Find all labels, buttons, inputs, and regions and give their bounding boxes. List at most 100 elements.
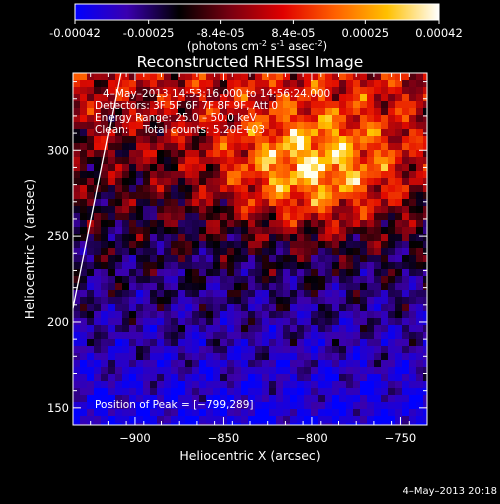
heatmap-cell bbox=[164, 164, 172, 172]
heatmap-cell bbox=[192, 255, 200, 263]
heatmap-cell bbox=[297, 143, 305, 151]
heatmap-cell bbox=[276, 178, 284, 186]
heatmap-cell bbox=[360, 108, 368, 116]
heatmap-cell bbox=[311, 234, 319, 242]
heatmap-cell bbox=[150, 388, 158, 396]
heatmap-cell bbox=[164, 185, 172, 193]
heatmap-cell bbox=[276, 367, 284, 375]
heatmap-cell bbox=[87, 94, 95, 102]
heatmap-cell bbox=[199, 94, 207, 102]
heatmap-cell bbox=[381, 234, 389, 242]
heatmap-cell bbox=[283, 73, 291, 81]
heatmap-cell bbox=[206, 206, 214, 214]
heatmap-cell bbox=[206, 332, 214, 340]
heatmap-cell bbox=[353, 318, 361, 326]
heatmap-cell bbox=[108, 206, 116, 214]
heatmap-cell bbox=[101, 115, 109, 123]
heatmap-cell bbox=[409, 80, 417, 88]
heatmap-cell bbox=[143, 178, 151, 186]
heatmap-cell bbox=[206, 269, 214, 277]
heatmap-cell bbox=[199, 255, 207, 263]
heatmap-cell bbox=[381, 423, 389, 425]
heatmap-cell bbox=[220, 262, 228, 270]
heatmap-cell bbox=[360, 150, 368, 158]
heatmap-cell bbox=[227, 402, 235, 410]
heatmap-cell bbox=[157, 353, 165, 361]
heatmap-cell bbox=[129, 241, 137, 249]
heatmap-cell bbox=[325, 213, 333, 221]
heatmap-cell bbox=[409, 325, 417, 333]
heatmap-cell bbox=[367, 318, 375, 326]
heatmap-cell bbox=[115, 318, 123, 326]
heatmap-cell bbox=[94, 409, 102, 417]
heatmap-cell bbox=[206, 416, 214, 424]
heatmap-cell bbox=[388, 304, 396, 312]
heatmap-cell bbox=[129, 87, 137, 95]
heatmap-cell bbox=[248, 262, 256, 270]
heatmap-cell bbox=[374, 227, 382, 235]
heatmap-cell bbox=[283, 87, 291, 95]
heatmap-cell bbox=[234, 115, 242, 123]
heatmap-cell bbox=[185, 150, 193, 158]
heatmap-cell bbox=[136, 122, 144, 130]
heatmap-cell bbox=[101, 73, 109, 81]
heatmap-cell bbox=[311, 101, 319, 109]
heatmap-cell bbox=[374, 367, 382, 375]
heatmap-cell bbox=[192, 395, 200, 403]
heatmap-cell bbox=[381, 360, 389, 368]
heatmap-cell bbox=[185, 297, 193, 305]
heatmap-cell bbox=[122, 353, 130, 361]
heatmap-cell bbox=[178, 164, 186, 172]
heatmap-cell bbox=[178, 311, 186, 319]
heatmap-cell bbox=[409, 339, 417, 347]
heatmap-cell bbox=[304, 101, 312, 109]
heatmap-cell bbox=[234, 353, 242, 361]
heatmap-cell bbox=[339, 178, 347, 186]
heatmap-cell bbox=[150, 255, 158, 263]
heatmap-cell bbox=[325, 178, 333, 186]
heatmap-cell bbox=[297, 262, 305, 270]
heatmap-cell bbox=[374, 269, 382, 277]
heatmap-cell bbox=[381, 101, 389, 109]
heatmap-cell bbox=[290, 290, 298, 298]
heatmap-cell bbox=[80, 262, 88, 270]
heatmap-cell bbox=[87, 199, 95, 207]
heatmap-cell bbox=[115, 311, 123, 319]
heatmap-cell bbox=[192, 129, 200, 137]
heatmap-cell bbox=[255, 297, 263, 305]
annotation-clean: Clean: bbox=[95, 124, 128, 136]
heatmap-cell bbox=[360, 80, 368, 88]
heatmap-cell bbox=[241, 360, 249, 368]
heatmap-cell bbox=[290, 423, 298, 425]
heatmap-cell bbox=[122, 164, 130, 172]
heatmap-cell bbox=[164, 367, 172, 375]
heatmap-cell bbox=[311, 290, 319, 298]
heatmap-cell bbox=[381, 269, 389, 277]
heatmap-cell bbox=[199, 199, 207, 207]
heatmap-cell bbox=[94, 262, 102, 270]
heatmap-cell bbox=[157, 192, 165, 200]
heatmap-cell bbox=[353, 269, 361, 277]
heatmap-cell bbox=[115, 213, 123, 221]
heatmap-cell bbox=[178, 171, 186, 179]
heatmap-cell bbox=[108, 353, 116, 361]
heatmap-cell bbox=[241, 206, 249, 214]
heatmap-cell bbox=[227, 304, 235, 312]
heatmap-cell bbox=[199, 388, 207, 396]
heatmap-cell bbox=[332, 129, 340, 137]
heatmap-cell bbox=[388, 311, 396, 319]
heatmap-cell bbox=[185, 178, 193, 186]
heatmap-cell bbox=[262, 346, 270, 354]
heatmap-cell bbox=[94, 339, 102, 347]
heatmap-cell bbox=[339, 290, 347, 298]
heatmap-cell bbox=[374, 381, 382, 389]
heatmap-cell bbox=[94, 283, 102, 291]
heatmap-cell bbox=[283, 199, 291, 207]
heatmap-cell bbox=[297, 171, 305, 179]
heatmap-cell bbox=[122, 374, 130, 382]
heatmap-cell bbox=[143, 136, 151, 144]
heatmap-cell bbox=[269, 185, 277, 193]
heatmap-cell bbox=[248, 192, 256, 200]
heatmap-cell bbox=[262, 311, 270, 319]
heatmap-cell bbox=[332, 178, 340, 186]
